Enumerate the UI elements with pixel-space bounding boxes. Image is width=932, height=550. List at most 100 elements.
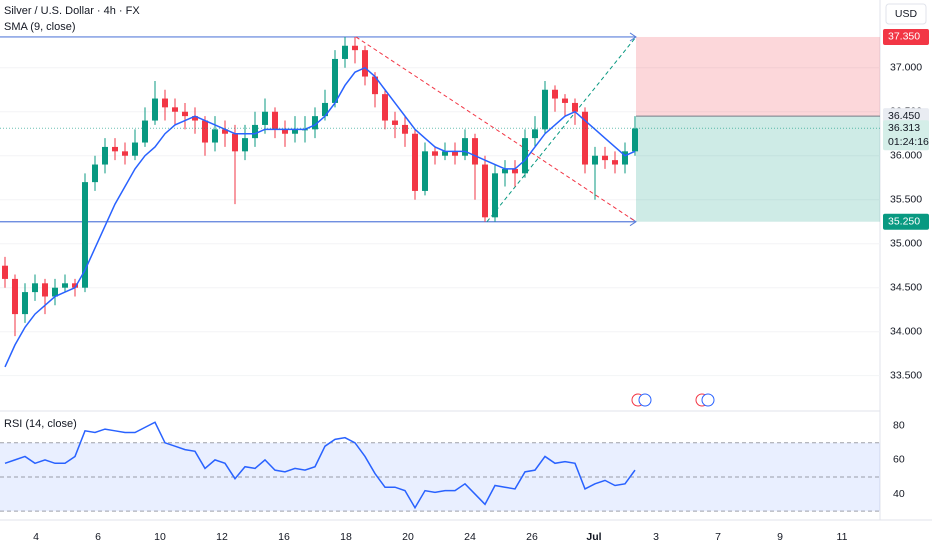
candle-body	[32, 283, 38, 293]
candle-body	[42, 283, 48, 297]
currency-button[interactable]	[885, 3, 927, 25]
candle-body	[82, 182, 88, 288]
candle-body	[212, 129, 218, 143]
candle-body	[482, 164, 488, 218]
rsi-tick-label: 60	[893, 454, 905, 466]
candle-body	[22, 292, 28, 315]
y-tick-label: 34.000	[890, 325, 922, 337]
candle-body	[622, 151, 628, 165]
symbol-title: Silver / U.S. Dollar · 4h · FX	[4, 5, 140, 17]
candle-body	[632, 128, 638, 152]
x-tick-label: 18	[340, 531, 352, 543]
currency: USD	[895, 8, 918, 20]
candle-body	[452, 151, 458, 156]
candle-body	[382, 94, 388, 121]
candle-body	[112, 146, 118, 152]
candle-body	[552, 89, 558, 99]
candle-body	[292, 129, 298, 134]
candle-body	[322, 102, 328, 117]
rsi-legend: RSI (14, close)	[4, 418, 77, 430]
x-tick-label: Jul	[586, 531, 601, 543]
y-tick-label: 34.500	[890, 281, 922, 293]
last-price-bg	[883, 120, 929, 151]
target-zone	[636, 116, 880, 222]
target-label-bg	[883, 213, 929, 230]
candle-body	[592, 155, 598, 165]
candle-body	[362, 50, 368, 77]
candle-body	[432, 151, 438, 156]
candle-body	[502, 168, 508, 174]
candle-body	[202, 120, 208, 143]
y-tick-label: 35.500	[890, 194, 922, 206]
event-icons[interactable]	[631, 393, 715, 407]
candle-body	[152, 98, 158, 121]
candle-body	[102, 146, 108, 165]
candle-body	[402, 124, 408, 134]
x-tick-label: 3	[653, 531, 659, 543]
candle-body	[342, 45, 348, 59]
x-tick-label: 4	[33, 531, 39, 543]
arrow-head	[629, 32, 637, 42]
x-tick-label: 16	[278, 531, 290, 543]
candle-body	[162, 98, 168, 108]
target-label: 35.250	[888, 215, 920, 227]
candle-body	[392, 120, 398, 125]
stop-label: 37.350	[888, 31, 920, 43]
candle-body	[562, 98, 568, 103]
x-tick-label: 7	[715, 531, 721, 543]
last-price: 36.313	[888, 122, 920, 134]
candle-body	[282, 129, 288, 134]
x-tick-label: 24	[464, 531, 476, 543]
candle-body	[512, 168, 518, 174]
event-icon[interactable]	[701, 393, 715, 407]
candle-body	[142, 120, 148, 143]
candle-body	[262, 111, 268, 125]
candle-body	[192, 116, 198, 121]
candle-body	[272, 111, 278, 130]
sma-line	[4, 66, 636, 368]
candle-body	[332, 58, 338, 103]
x-tick-label: 20	[402, 531, 414, 543]
countdown: 01:24:16	[888, 136, 929, 148]
y-tick-label: 37.000	[890, 62, 922, 74]
stop-zone	[636, 36, 880, 117]
rsi-tick-label: 80	[893, 419, 905, 431]
candle-body	[232, 133, 238, 152]
candle-body	[572, 102, 578, 112]
candle-body	[352, 45, 358, 51]
candle-body	[372, 76, 378, 95]
candle-body	[522, 138, 528, 174]
sma-legend: SMA (9, close)	[4, 21, 76, 33]
candle-body	[12, 278, 18, 315]
x-tick-label: 10	[154, 531, 166, 543]
candle-body	[582, 111, 588, 165]
candle-body	[312, 116, 318, 130]
up-projection	[486, 36, 637, 223]
candle-body	[122, 151, 128, 156]
candle-body	[442, 151, 448, 156]
candle-body	[472, 138, 478, 165]
candle-body	[72, 283, 78, 288]
entry-label-bg	[883, 108, 929, 125]
candle-body	[222, 129, 228, 134]
x-tick-label: 9	[777, 531, 783, 543]
y-tick-label: 36.000	[890, 150, 922, 162]
stop-label-bg	[883, 28, 929, 45]
candle-body	[532, 129, 538, 139]
rsi-band	[0, 442, 880, 512]
rsi-line	[4, 421, 636, 510]
x-tick-label: 11	[837, 531, 848, 543]
x-tick-label: 12	[216, 531, 228, 543]
candle-body	[172, 107, 178, 112]
x-tick-label: 26	[526, 531, 538, 543]
y-tick-label: 33.500	[890, 369, 922, 381]
candle-body	[602, 155, 608, 161]
event-icon[interactable]	[638, 393, 652, 407]
candle-body	[492, 173, 498, 218]
entry-label: 36.450	[888, 110, 920, 122]
candle-body	[62, 283, 68, 288]
candle-body	[462, 138, 468, 156]
candle-body	[542, 89, 548, 130]
candle-body	[132, 142, 138, 156]
